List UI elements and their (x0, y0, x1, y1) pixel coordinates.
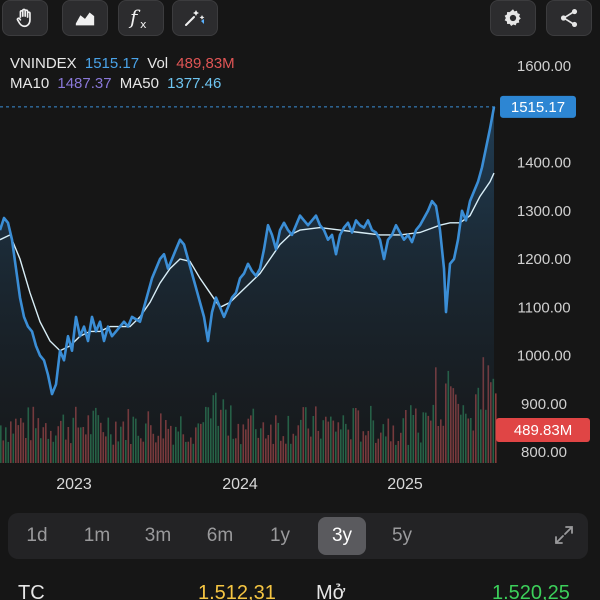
x-axis: 2023 2024 2025 (56, 476, 423, 493)
y-tick-label: 1300.00 (517, 203, 571, 220)
open-value: 1.520,25 (492, 582, 570, 600)
period-3m[interactable]: 3m (144, 525, 172, 546)
legend-symbol: VNINDEX (10, 55, 77, 72)
open-label: Mở (316, 582, 346, 600)
expand-button[interactable] (552, 523, 576, 552)
y-tick-label: 900.00 (521, 396, 567, 413)
x-tick-label: 2024 (222, 476, 258, 493)
legend-price: 1515.17 (84, 55, 140, 72)
y-tick-label: 1100.00 (517, 299, 570, 316)
period-3y[interactable]: 3y (318, 517, 366, 555)
legend-ma10-value: 1487.37 (57, 75, 112, 92)
expand-icon (555, 526, 573, 544)
y-tick-label: 1000.00 (517, 348, 571, 365)
y-axis: 1600.00 1400.00 1300.00 1200.00 1100.00 1000.… (517, 58, 571, 461)
svg-text:x: x (140, 18, 147, 31)
last-price-label: 1515.17 (511, 99, 565, 116)
share-button[interactable] (546, 0, 592, 36)
legend-line-2: MA10 1487.37 MA50 1377.46 (10, 74, 225, 94)
volume-tag: 489.83M (496, 418, 590, 442)
period-6m[interactable]: 6m (206, 525, 234, 546)
gear-icon (504, 9, 521, 26)
share-icon (560, 9, 578, 27)
price-area-fill (0, 107, 494, 463)
reference-value: 1.512,31 (198, 582, 276, 600)
area-chart-icon (75, 12, 95, 26)
hand-tool-button[interactable] (2, 0, 48, 36)
settings-button[interactable] (490, 0, 536, 36)
legend-ma10-label: MA10 (10, 75, 50, 92)
toolbar: f x (0, 0, 600, 40)
area-chart-button[interactable] (62, 0, 108, 36)
reference-label: TC (18, 582, 45, 600)
legend-ma50-label: MA50 (119, 75, 159, 92)
period-1y[interactable]: 1y (269, 525, 291, 546)
function-button[interactable]: f x (118, 0, 164, 36)
price-chart[interactable]: 1600.00 1400.00 1300.00 1200.00 1100.00 1000.… (0, 45, 600, 505)
legend-vol-label: Vol (147, 55, 169, 72)
x-tick-label: 2023 (56, 476, 92, 493)
volume-label: 489.83M (514, 422, 572, 439)
quote-footer: TC 1.512,31 Mở 1.520,25 (0, 578, 600, 600)
legend-vol-value: 489,83M (176, 55, 235, 72)
legend-ma50-value: 1377.46 (167, 75, 222, 92)
hand-tool-icon (16, 8, 31, 28)
volume-bar (495, 393, 497, 463)
last-price-tag: 1515.17 (500, 95, 576, 118)
x-tick-label: 2025 (387, 476, 423, 493)
price-line (0, 106, 496, 396)
y-tick-label: 1600.00 (517, 58, 571, 75)
y-tick-label: 1200.00 (517, 251, 571, 268)
y-tick-label: 800.00 (521, 444, 567, 461)
magic-indicator-icon (185, 10, 205, 26)
period-1d[interactable]: 1d (26, 525, 48, 546)
y-tick-label: 1400.00 (517, 155, 571, 172)
period-selector: 1d 1m 3m 6m 1y 3y 5y (8, 513, 588, 559)
function-fx-icon: f x (128, 5, 147, 31)
magic-indicator-button[interactable] (172, 0, 218, 36)
period-5y[interactable]: 5y (391, 525, 413, 546)
legend-line-1: VNINDEX 1515.17 Vol 489,83M (10, 54, 239, 74)
period-1m[interactable]: 1m (83, 525, 111, 546)
